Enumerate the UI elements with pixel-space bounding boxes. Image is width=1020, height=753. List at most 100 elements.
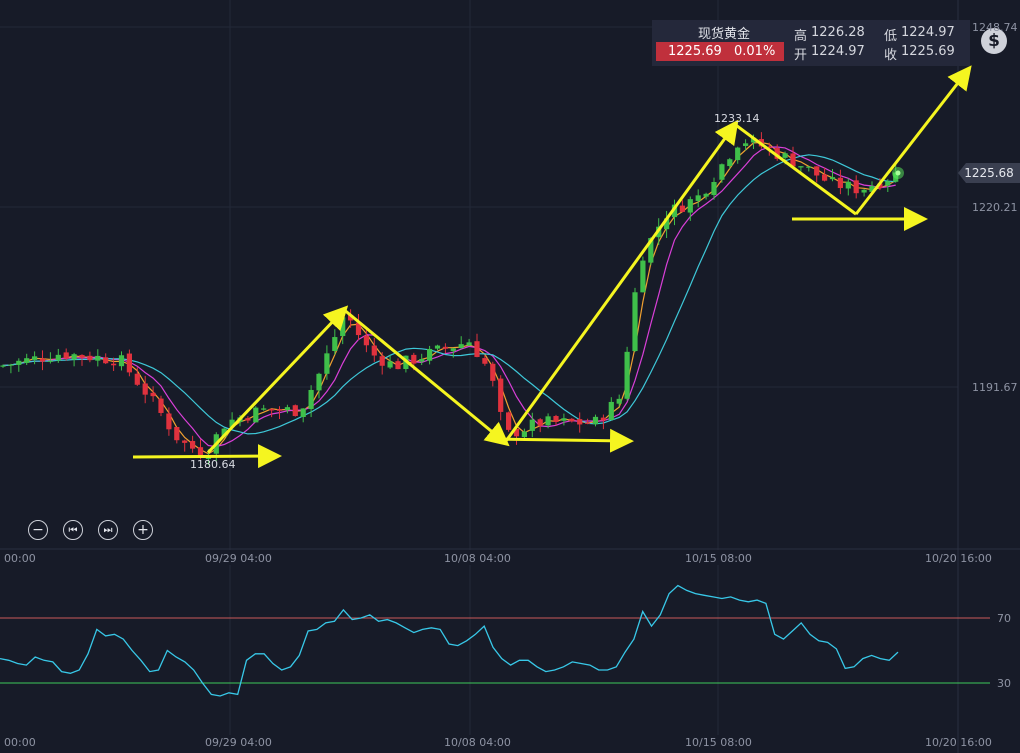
x-tick-label: 00:00 [4,552,36,565]
price-axis-label: 1220.21 [972,201,1018,214]
candle-body [490,363,496,381]
candle-body [537,419,543,426]
candle-body [95,355,101,361]
rsi-line [0,584,899,697]
candle-body [261,408,267,410]
candle-body [616,398,622,404]
candle-body [735,147,741,161]
price-axis-label: 1191.67 [972,381,1018,394]
x-tick-label: 10/08 04:00 [444,552,511,565]
candle-body [166,413,172,430]
candle-body [750,137,757,143]
candle-body [624,351,630,399]
trend-arrows [132,65,972,469]
candle-body [648,238,654,263]
candle-body [837,177,843,189]
candle-body [371,345,377,356]
last-price-dot [895,170,901,176]
candle-body [545,416,551,426]
candle-body [276,409,283,411]
candle-body [806,166,812,168]
candle-body [577,419,583,425]
trend-line [734,123,857,216]
candle-body [158,398,164,413]
open-value: 1224.97 [811,44,865,59]
rsi-panel [0,584,990,697]
candle-body [585,422,591,424]
rsi-x-tick-label: 10/15 08:00 [685,736,752,749]
candle-body [513,428,520,437]
candle-body [134,373,140,385]
high-value: 1226.28 [811,25,865,40]
low-value: 1224.97 [901,25,955,40]
zoom-out-button[interactable]: − [28,520,48,540]
candle-body [798,166,804,168]
candle-body [466,342,472,346]
candle-body [592,416,599,425]
candle-body [150,392,156,397]
candle-body [387,361,393,368]
candle-body [419,359,425,362]
high-annotation: 1233.14 [714,112,760,125]
candle-body [727,159,733,167]
candle-body [324,353,330,374]
quote-panel: 现货黄金 1225.69 0.01% 高 1226.28 低 1224.97 开… [652,20,970,66]
rsi-level-label: 30 [997,677,1011,690]
next-button[interactable]: ⏭ [98,520,118,540]
rsi-x-tick-label: 10/08 04:00 [444,736,511,749]
candle-body [355,322,362,336]
trend-arrow [486,428,634,453]
candle-body [782,153,788,158]
low-annotation: 1180.64 [190,458,236,471]
candle-body [640,260,646,293]
candle-body [190,440,196,449]
candle-body [529,419,535,431]
open-label: 开 [794,48,808,63]
candle-body [111,363,117,366]
candle-body [71,354,77,360]
candle-body [300,408,306,418]
ma-fast-line [2,141,896,455]
currency-icon[interactable]: $ [981,28,1007,54]
candle-body [269,408,275,411]
candle-body [8,364,14,366]
zoom-in-button[interactable]: + [133,520,153,540]
candle-body [608,401,614,420]
candle-body [32,356,38,360]
rsi-level-label: 70 [997,612,1011,625]
x-tick-label: 09/29 04:00 [205,552,272,565]
candle-body [87,355,93,361]
trend-arrow [132,444,282,469]
candle-body [687,199,693,213]
candle-body [47,360,53,362]
candle-body [0,365,6,367]
candle-body [506,412,512,430]
candle-body [221,428,227,437]
candle-body [711,181,717,196]
trend-arrow [854,65,972,216]
price-change: 0.01% [734,44,776,59]
candle-body [63,352,69,359]
candle-body [348,314,354,321]
candle-body [664,218,670,230]
prev-button[interactable]: ⏮ [63,520,83,540]
candle-body [24,358,30,363]
candle-body [79,354,85,358]
candle-body [411,354,417,364]
candle-body [790,153,796,167]
candle-body [427,348,433,361]
candle-body [292,405,298,417]
candle-body [719,164,725,180]
high-label: 高 [794,29,808,44]
candle-body [521,431,527,438]
candle-body [600,417,606,421]
trend-arrow [343,308,510,447]
candle-body [679,205,685,212]
candle-body [885,181,891,186]
candle-body [55,354,61,361]
ma-mid-line [2,146,896,448]
instrument-name: 现货黄金 [697,27,750,42]
close-value: 1225.69 [901,44,955,59]
